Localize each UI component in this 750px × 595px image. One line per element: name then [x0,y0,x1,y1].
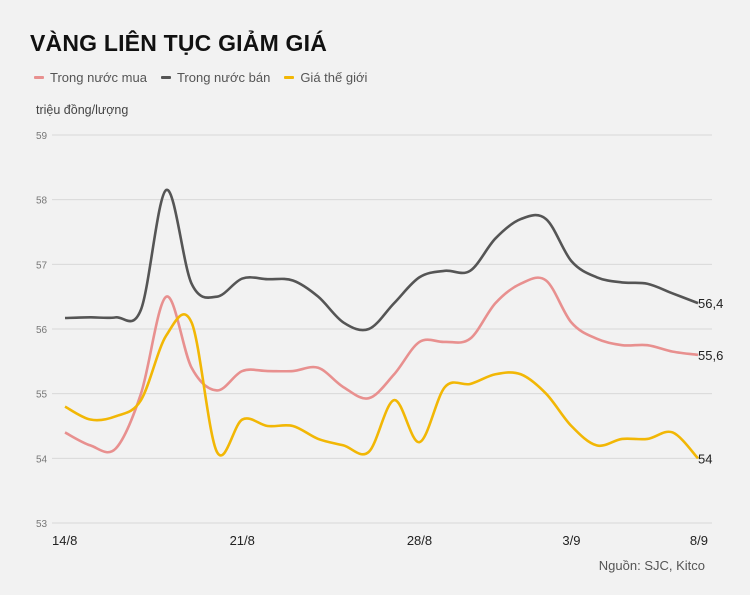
end-value-label: 54 [698,451,712,466]
x-tick-label: 21/8 [230,533,255,548]
end-value-label: 56,4 [698,296,723,311]
y-tick-label: 55 [36,390,48,401]
legend-item-sell: Trong nước bán [160,70,271,85]
legend-swatch [284,76,295,79]
y-tick-label: 59 [36,131,48,142]
y-tick-label: 54 [36,454,48,465]
legend-swatch [34,76,44,79]
y-tick-label: 57 [36,260,48,271]
legend-label: Trong nước bán [176,70,271,85]
y-tick-label: 53 [36,519,48,530]
y-tick-label: 56 [36,325,48,336]
end-value-label: 55,6 [698,348,723,363]
legend-label: Trong nước mua [50,70,147,85]
chart-title: VÀNG LIÊN TỤC GIẢM GIÁ [30,30,328,56]
legend-label: Giá thế giới [300,70,368,85]
x-tick-label: 28/8 [407,533,432,548]
y-tick-label: 58 [36,196,48,207]
x-tick-label: 3/9 [562,533,580,548]
legend-item-buy: Trong nước mua [34,70,147,85]
x-tick-label: 8/9 [690,533,708,548]
x-tick-label: 14/8 [52,533,77,548]
series-line [64,188,699,332]
legend: Trong nước mua Trong nước bán Giá thế gi… [34,70,367,85]
legend-swatch [160,76,171,79]
source-note: Nguồn: SJC, Kitco [598,558,705,573]
legend-item-world: Giá thế giới [284,70,367,85]
series-line [64,313,699,460]
y-axis-unit: triệu đồng/lượng [36,103,129,117]
series-line [64,276,699,454]
